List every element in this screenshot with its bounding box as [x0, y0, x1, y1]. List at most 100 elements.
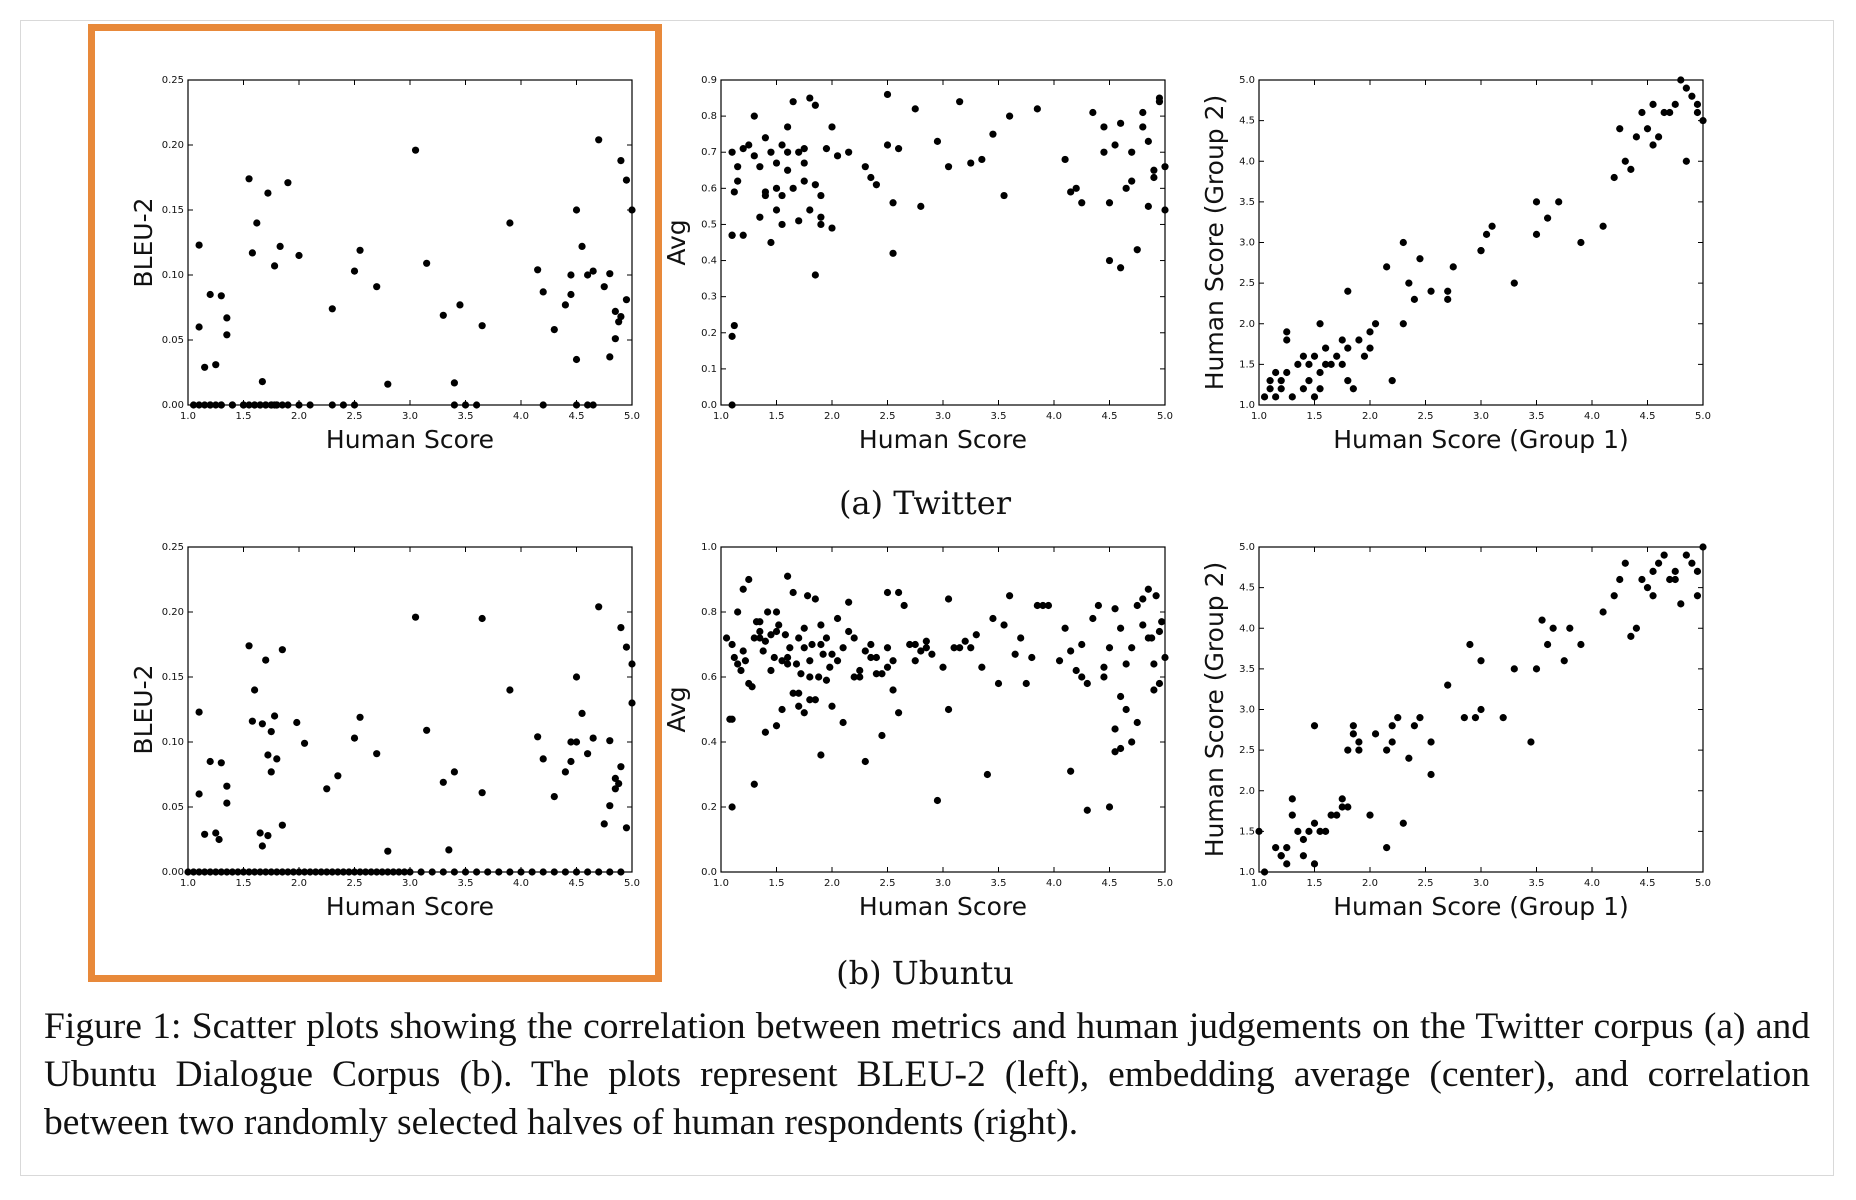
plot-ubuntu-bleu2: 1.0 1.5 2.0 2.5 3.0 3.5 4.0 4.5 5.0 0.00 0.05 0.10 0…: [129, 542, 640, 921]
data-point: [781, 631, 789, 639]
y-tick-label: 0.7: [701, 147, 717, 158]
y-tick-label: 0.4: [701, 256, 717, 267]
data-point: [461, 868, 470, 876]
x-tick-label: 3.5: [458, 411, 474, 422]
data-point: [1410, 295, 1418, 303]
data-point: [967, 644, 975, 652]
data-point: [439, 311, 447, 319]
data-point: [1410, 722, 1418, 730]
data-point: [195, 241, 203, 249]
data-point: [795, 217, 803, 225]
data-point: [1532, 665, 1541, 673]
data-point: [239, 868, 248, 876]
y-tick-label: 0.05: [162, 335, 184, 346]
y-tick-label: 2.5: [1239, 278, 1255, 289]
data-point: [289, 868, 298, 876]
data-point: [1299, 852, 1307, 860]
data-point: [745, 679, 753, 688]
data-point: [978, 663, 986, 671]
y-tick-label: 0.25: [162, 75, 184, 86]
data-point: [1266, 385, 1274, 393]
data-point: [956, 98, 964, 106]
x-tick-label: 5.0: [1695, 878, 1711, 889]
data-point: [611, 307, 619, 315]
data-point: [1100, 663, 1108, 671]
data-point: [439, 868, 447, 876]
data-point: [262, 401, 270, 409]
data-point: [1444, 287, 1452, 295]
data-point: [1122, 660, 1130, 668]
data-point: [1577, 640, 1585, 649]
data-point: [1028, 653, 1036, 662]
x-tick-label: 1.0: [180, 411, 196, 422]
data-point: [750, 152, 758, 160]
data-point: [184, 868, 192, 876]
x-tick-label: 1.0: [180, 878, 196, 889]
data-point: [223, 868, 231, 876]
data-point: [617, 313, 625, 321]
data-point: [967, 159, 975, 167]
data-point: [1388, 738, 1396, 746]
data-point: [1693, 108, 1702, 117]
data-point: [278, 646, 286, 654]
data-point: [803, 592, 812, 600]
data-point: [617, 868, 625, 876]
data-point: [795, 634, 803, 642]
data-point: [1616, 575, 1624, 584]
data-point: [761, 637, 770, 645]
data-point: [223, 331, 231, 339]
data-point: [1621, 157, 1629, 165]
data-point: [761, 134, 770, 142]
data-point: [267, 768, 275, 776]
data-point: [817, 751, 825, 759]
data-point: [273, 755, 281, 763]
data-point: [356, 246, 364, 254]
data-point: [206, 868, 214, 876]
data-point: [373, 283, 381, 291]
y-tick-label: 0.15: [162, 205, 184, 216]
data-point: [328, 868, 336, 876]
x-tick-label: 3.5: [1529, 878, 1545, 889]
data-point: [889, 686, 897, 694]
data-point: [1405, 279, 1413, 287]
data-point: [1643, 584, 1652, 592]
data-point: [195, 708, 203, 716]
data-point: [356, 713, 364, 721]
subcaption-b: (b) Ubuntu: [836, 954, 1014, 992]
data-point: [1427, 738, 1435, 746]
data-point: [739, 231, 747, 239]
data-point: [350, 868, 359, 876]
data-point: [1682, 84, 1690, 92]
data-point: [373, 868, 381, 876]
x-tick-label: 5.0: [1695, 411, 1711, 422]
x-tick-label: 4.5: [569, 411, 585, 422]
data-point: [600, 820, 608, 828]
data-point: [759, 647, 767, 655]
data-point: [1316, 320, 1324, 328]
data-point: [989, 130, 997, 138]
data-point: [1349, 722, 1357, 730]
y-tick-label: 0.10: [162, 270, 184, 281]
data-point: [276, 242, 284, 250]
y-tick-label: 1.0: [1239, 867, 1255, 878]
data-point: [1510, 665, 1518, 673]
axes-frame: [720, 546, 1166, 873]
data-point: [911, 640, 919, 649]
y-tick-label: 5.0: [1239, 75, 1255, 86]
data-point: [1000, 191, 1008, 200]
data-point: [1649, 592, 1657, 600]
data-point: [1649, 567, 1657, 575]
plot-twitter-groups: 1.0 1.5 2.0 2.5 3.0 3.5 4.0 4.5 5.0 1.0 1.5 2.0 2.5 3…: [1200, 75, 1711, 454]
data-point: [878, 670, 886, 678]
data-point: [826, 663, 834, 671]
data-point: [1277, 852, 1285, 860]
y-tick-label: 0.8: [701, 607, 717, 618]
data-point: [189, 401, 198, 409]
data-point: [1006, 592, 1014, 600]
data-point: [1510, 279, 1518, 287]
data-point: [900, 601, 908, 610]
y-tick-label: 2.0: [1239, 319, 1255, 330]
data-point: [989, 614, 997, 623]
data-point: [478, 614, 486, 623]
y-tick-label: 0.1: [701, 364, 717, 375]
